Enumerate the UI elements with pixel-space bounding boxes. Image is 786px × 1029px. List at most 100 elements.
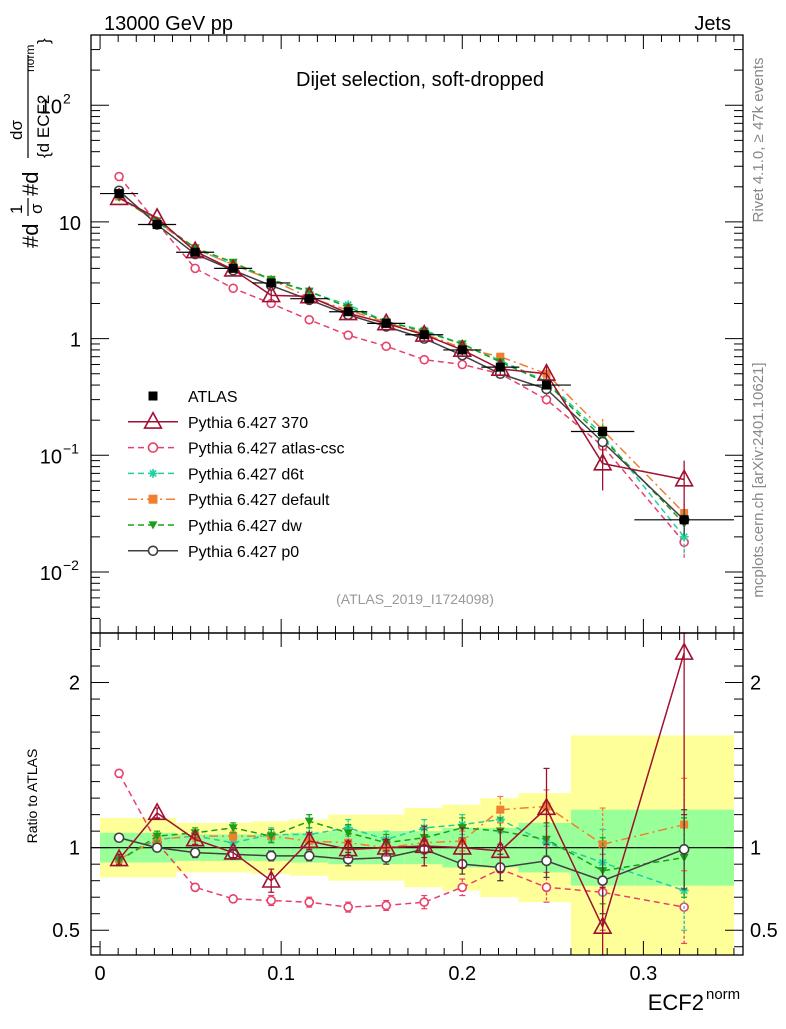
- legend-marker: [148, 391, 158, 401]
- ratio-data-point: [299, 830, 319, 849]
- data-point: [541, 394, 552, 405]
- legend-entry-default: Pythia 6.427 default: [128, 492, 330, 509]
- ratio-data-point: [381, 900, 392, 911]
- side-text-site: mcplots.cern.ch [arXiv:2401.10621]: [750, 362, 767, 597]
- atlas-data-point: [114, 189, 124, 199]
- ratio-data-point: [261, 869, 281, 888]
- main-series-atlascsc: [114, 171, 689, 559]
- y-tick-exponent: 2: [63, 90, 71, 106]
- ylabel-part-d: #d: [18, 172, 43, 196]
- data-point: [343, 330, 353, 340]
- ratio-data-point: [592, 916, 613, 935]
- ratio-data-point: [228, 894, 238, 904]
- x-tick-label: 0.3: [629, 963, 657, 985]
- ratio-line: [118, 818, 685, 892]
- ratio-data-point: [597, 875, 608, 886]
- data-point: [597, 436, 608, 448]
- ratio-data-point: [304, 897, 315, 907]
- panel-title: Dijet selection, soft-dropped: [296, 69, 544, 91]
- legend-entry-p370: Pythia 6.427 370: [128, 411, 308, 432]
- data-point: [114, 171, 124, 182]
- main-series-atlas: [100, 189, 734, 525]
- category-label: Jets: [694, 13, 731, 35]
- atlas-data-point: [190, 247, 200, 257]
- atlas-data-point: [228, 263, 238, 273]
- y-tick-base: 1: [70, 330, 81, 352]
- ratio-y-tick-label-right: 0.5: [750, 920, 778, 942]
- ratio-data-point: [228, 824, 238, 833]
- atlas-data-point: [495, 362, 505, 372]
- x-tick-label: 0.1: [267, 963, 295, 985]
- ratio-data-point: [229, 832, 238, 841]
- ratio-y-tick-label-right: 1: [750, 838, 761, 860]
- legend-entry-d6t: Pythia 6.427 d6t: [128, 466, 304, 483]
- side-text-version: Rivet 4.1.0, ≥ 47k events: [750, 58, 767, 223]
- y-tick-label: 1: [70, 330, 81, 352]
- legend-entry-p0: Pythia 6.427 p0: [128, 544, 299, 561]
- ylabel-part-g: norm: [23, 45, 37, 72]
- ylabel-part-b: 1: [7, 205, 26, 214]
- ratio-data-point: [376, 836, 396, 855]
- y-tick-label: 10 −1: [40, 440, 79, 468]
- legend-marker: [148, 494, 158, 504]
- ratio-data-point: [189, 847, 201, 858]
- ratio-data-point: [152, 832, 162, 841]
- y-tick-exponent: −2: [63, 557, 79, 573]
- ratio-data-point: [114, 768, 124, 779]
- ratio-data-point: [536, 797, 557, 816]
- data-point: [190, 263, 200, 274]
- y-tick-base: 10: [40, 96, 62, 118]
- ratio-data-point: [338, 838, 358, 857]
- ratio-data-point: [678, 844, 690, 855]
- x-axis-label: ECF2 norm: [648, 986, 740, 1015]
- atlas-data-point: [343, 307, 353, 317]
- legend-label: ATLAS: [188, 389, 238, 406]
- atlas-data-point: [152, 220, 162, 230]
- ratio-y-tick-label-right: 2: [750, 673, 761, 695]
- legend-entry-atlas: ATLAS: [148, 389, 238, 406]
- data-point: [495, 358, 505, 367]
- y-tick-base: 10: [40, 563, 62, 585]
- ratio-data-point: [190, 829, 200, 838]
- atlas-data-point: [304, 294, 314, 304]
- atlas-data-point: [266, 278, 276, 288]
- ylabel-part-c: σ: [27, 203, 46, 214]
- x-tick-label: 0: [94, 963, 105, 985]
- ratio-data-point: [490, 840, 511, 859]
- data-point: [304, 287, 314, 296]
- ylabel-part-f: {d ECF2: [34, 95, 53, 158]
- ylabel-part-h: }: [34, 38, 53, 44]
- data-point: [592, 452, 613, 471]
- ratio-panel-frame: [90, 632, 744, 956]
- data-point: [261, 284, 281, 303]
- legend-marker: [143, 411, 163, 429]
- ratio-data-point: [223, 841, 243, 860]
- ratio-data-point: [266, 832, 276, 841]
- ratio-data-point: [414, 835, 434, 854]
- ratio-data-point: [266, 895, 277, 906]
- ratio-data-point: [343, 823, 353, 833]
- data-point: [536, 362, 557, 381]
- ratio-data-point: [457, 882, 468, 893]
- y-tick-base: 10: [59, 213, 81, 235]
- atlas-data-point: [457, 345, 467, 355]
- ratio-data-point: [113, 832, 125, 844]
- ratio-data-point: [265, 850, 277, 862]
- legend-label: Pythia 6.427 atlas-csc: [188, 441, 345, 458]
- ratio-data-point: [147, 802, 167, 821]
- ylabel-part-e: dσ: [7, 120, 26, 140]
- ratio-data-point: [303, 850, 315, 862]
- ratio-data-point: [419, 897, 430, 907]
- legend-label: Pythia 6.427 default: [188, 492, 330, 509]
- ylabel-part-a: #d: [18, 224, 43, 248]
- ratio-data-point: [452, 836, 473, 855]
- legend-marker: [148, 468, 158, 478]
- y-tick-label: 10: [59, 213, 81, 235]
- ratio-data-point: [343, 829, 353, 838]
- ratio-line: [118, 805, 685, 860]
- ratio-data-point: [151, 842, 163, 853]
- atlas-data-point: [541, 380, 551, 390]
